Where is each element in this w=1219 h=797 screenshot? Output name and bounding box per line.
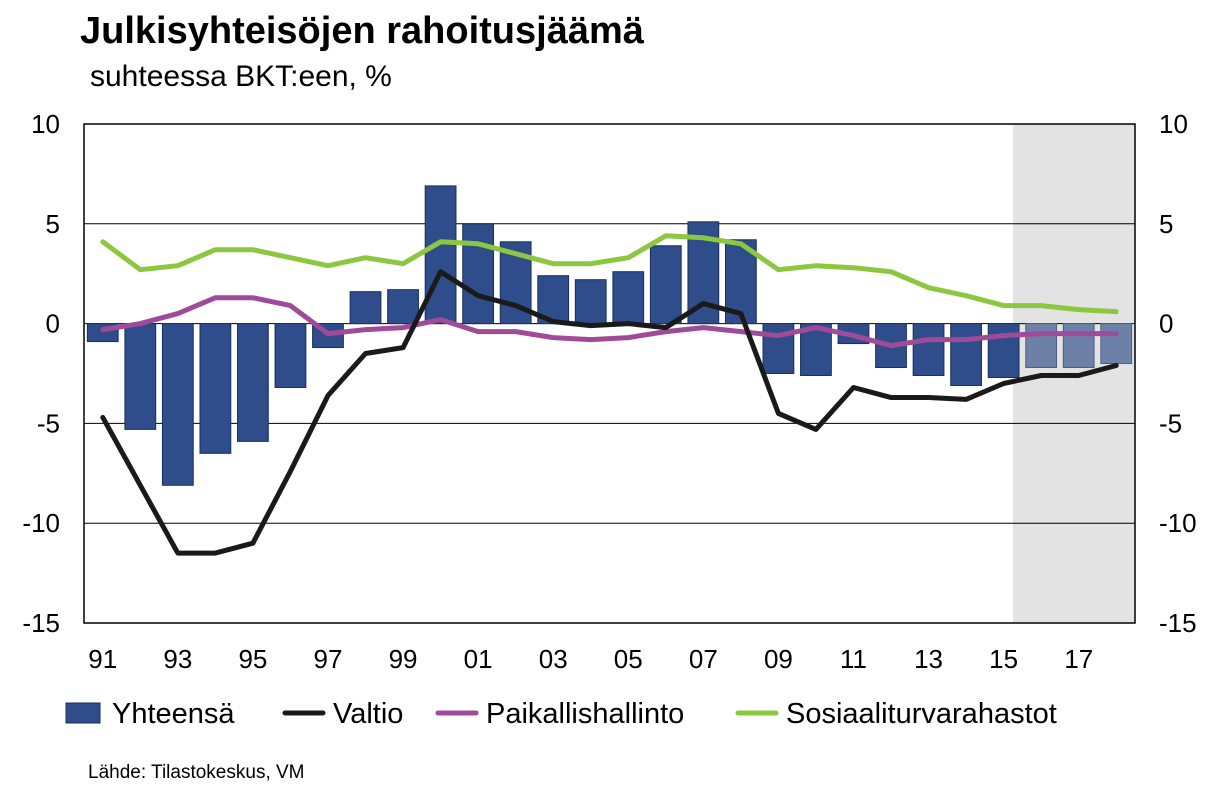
- legend: Yhteensä Valtio Paikallishallinto Sosiaalit…: [65, 698, 1057, 730]
- x-tick-label: 95: [238, 644, 267, 674]
- legend-label: Paikallishallinto: [486, 698, 684, 730]
- chart-subtitle: suhteessa BKT:een, %: [90, 60, 392, 93]
- legend-label: Sosiaaliturvarahastot: [786, 698, 1057, 730]
- x-tick-label: 93: [163, 644, 192, 674]
- y-tick-label-right: 10: [1159, 109, 1188, 139]
- bar: [649, 245, 682, 325]
- bar: [574, 279, 607, 325]
- tick-layer: 10 10 5 5 0 0 -5 -5 -10 -10 -15 -15 91 93 95 97 99 01 03 05…: [22, 109, 1196, 674]
- chart-title: Julkisyhteisöjen rahoitusjäämä: [80, 10, 644, 52]
- y-tick-label-left: 0: [46, 309, 60, 339]
- y-tick-label-left: -5: [37, 408, 60, 438]
- bar: [987, 323, 1020, 378]
- bar: [237, 323, 269, 442]
- bar: [950, 323, 982, 386]
- bar: [1062, 323, 1095, 369]
- y-tick-label-right: 0: [1159, 309, 1173, 339]
- bar: [1025, 323, 1058, 369]
- line-layer: [100, 233, 1119, 556]
- x-tick-label: 05: [614, 644, 643, 674]
- y-tick-label-left: -10: [22, 508, 60, 538]
- bar: [912, 323, 945, 376]
- y-tick-label-left: -15: [22, 608, 60, 638]
- bar: [124, 323, 157, 430]
- frame-layer: [83, 123, 1136, 624]
- bar: [199, 323, 232, 454]
- bar: [349, 291, 382, 325]
- y-tick-label-right: -10: [1159, 508, 1197, 538]
- x-tick-label: 91: [88, 644, 117, 674]
- line-sosiaaliturvarahastot: [100, 233, 1119, 315]
- legend-label: Valtio: [333, 698, 403, 730]
- legend-swatch-yhteensa: [65, 702, 101, 724]
- x-tick-label: 07: [689, 644, 718, 674]
- bar: [612, 271, 645, 325]
- x-tick-label: 11: [840, 644, 867, 674]
- y-tick-label-right: -5: [1159, 408, 1182, 438]
- x-tick-label: 17: [1064, 644, 1093, 674]
- bar: [1100, 323, 1133, 365]
- y-tick-label-right: -15: [1159, 608, 1197, 638]
- bar: [274, 323, 307, 388]
- plot-frame: [83, 123, 1136, 624]
- bar: [161, 323, 194, 486]
- x-tick-label: 01: [464, 644, 493, 674]
- y-tick-label-left: 10: [31, 109, 60, 139]
- x-tick-label: 99: [389, 644, 418, 674]
- bar: [387, 289, 419, 325]
- x-tick-label: 09: [764, 644, 793, 674]
- x-tick-label: 03: [539, 644, 568, 674]
- bar: [424, 185, 457, 325]
- bar-layer: [86, 185, 1133, 486]
- line-valtio: [100, 269, 1119, 556]
- y-tick-label-right: 5: [1159, 209, 1173, 239]
- y-tick-label-left: 5: [46, 209, 60, 239]
- legend-label: Yhteensä: [112, 698, 235, 730]
- bar: [462, 223, 495, 325]
- source-note: Lähde: Tilastokeskus, VM: [88, 762, 305, 783]
- x-tick-label: 15: [989, 644, 1018, 674]
- line-paikallishallinto: [100, 295, 1119, 349]
- x-tick-label: 13: [914, 644, 943, 674]
- x-tick-label: 97: [314, 644, 343, 674]
